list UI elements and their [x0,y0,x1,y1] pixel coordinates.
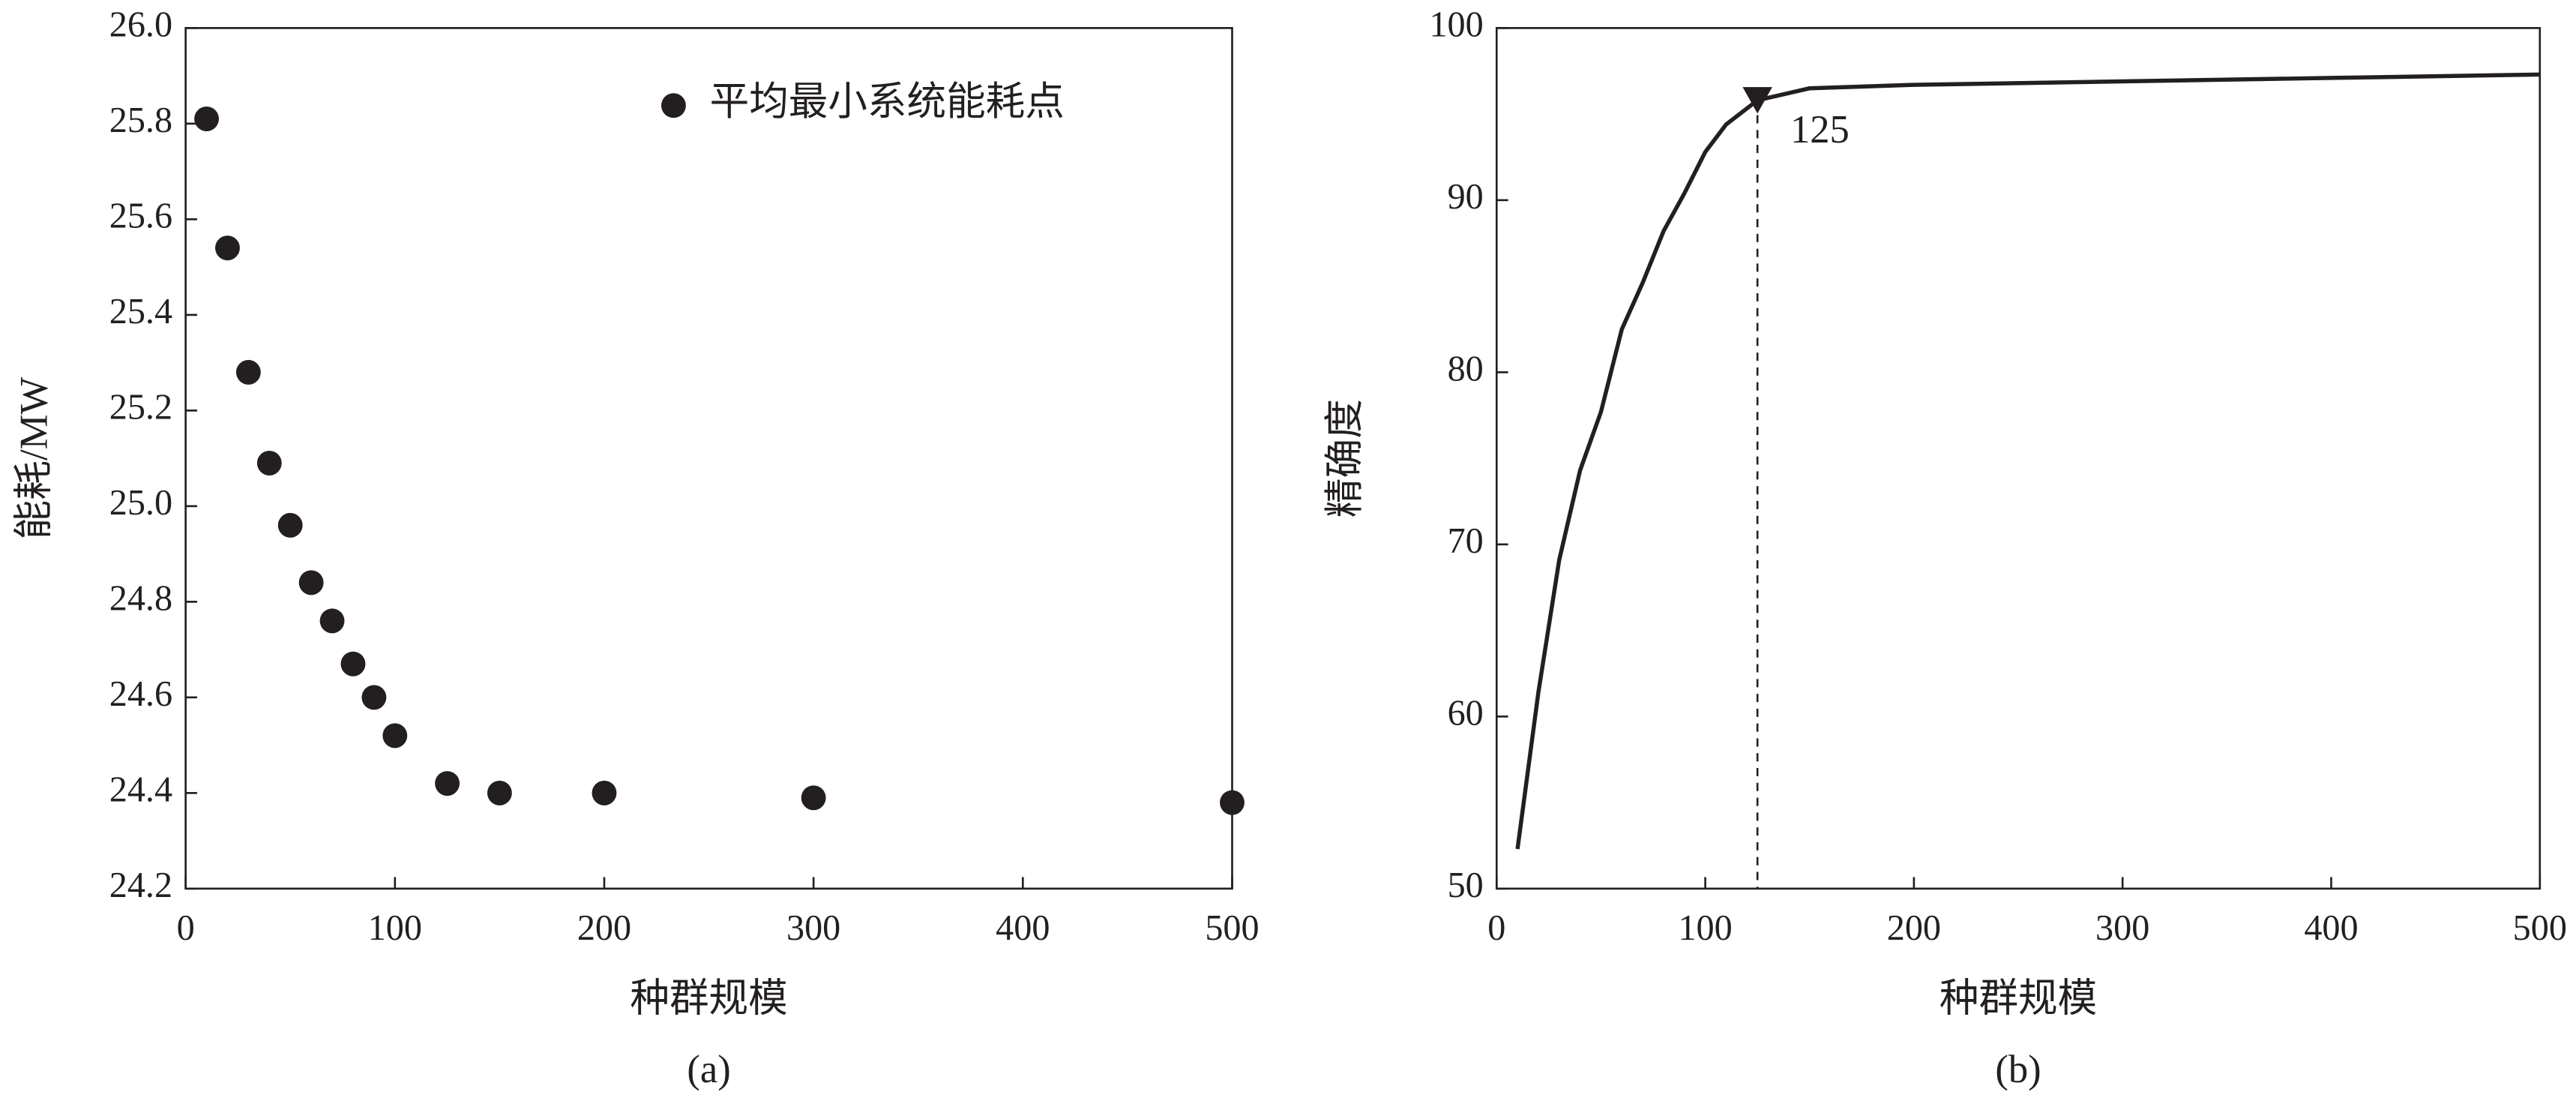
x-tick-label: 300 [786,908,840,948]
scatter-point [340,651,366,676]
y-tick-label: 25.0 [109,483,172,523]
scatter-point [1220,790,1245,815]
scatter-point [435,771,460,796]
y-axis-label: 能耗/MW [13,376,56,539]
plot-frame [1495,27,2542,890]
caption: (b) [1995,1048,2041,1091]
y-tick-label: 25.4 [109,292,172,332]
scatter-point [592,780,617,806]
x-tick-label: 200 [577,908,631,948]
y-tick-label: 50 [1448,866,1484,905]
scatter-point [298,570,324,596]
scatter-point [277,512,303,538]
x-tick-label: 300 [2095,908,2149,948]
y-tick-label: 80 [1448,349,1484,388]
annotation-label: 125 [1790,108,1850,152]
y-tick-label: 25.8 [109,100,172,140]
y-tick-label: 60 [1448,693,1484,733]
y-tick-label: 24.8 [109,578,172,618]
y-tick-label: 90 [1448,177,1484,217]
scatter-point [256,450,282,476]
x-tick-label: 0 [177,908,195,948]
y-tick-label: 100 [1429,4,1483,44]
x-tick-label: 200 [1887,908,1941,948]
y-tick-label: 25.6 [109,196,172,236]
y-axis-label: 精确度 [1323,399,1367,518]
x-tick-label: 400 [996,908,1050,948]
scatter-point [382,723,408,748]
scatter-point [319,608,345,634]
annotation-marker [1742,87,1772,114]
y-tick-label: 25.2 [109,387,172,427]
scatter-point [215,236,240,261]
x-axis-label: 种群规模 [630,977,787,1021]
y-tick-label: 24.6 [109,674,172,714]
legend-marker [661,93,686,118]
x-tick-label: 100 [368,908,422,948]
x-tick-label: 500 [2513,908,2567,948]
scatter-point [487,780,512,806]
legend-label: 平均最小系统能耗点 [710,80,1065,124]
scatter-point [194,106,219,131]
x-tick-label: 400 [2304,908,2358,948]
y-tick-label: 24.2 [109,866,172,905]
x-tick-label: 100 [1678,908,1732,948]
plot-frame [184,27,1233,890]
caption: (a) [687,1048,730,1091]
scatter-point [235,359,261,385]
y-tick-label: 24.4 [109,770,172,809]
scatter-point [801,785,826,811]
x-tick-label: 500 [1205,908,1259,948]
scatter-point [361,685,387,710]
y-tick-label: 70 [1448,521,1484,561]
line [1515,72,2540,850]
y-tick-label: 26.0 [109,4,172,44]
x-tick-label: 0 [1487,908,1505,948]
x-axis-label: 种群规模 [1939,977,2097,1021]
